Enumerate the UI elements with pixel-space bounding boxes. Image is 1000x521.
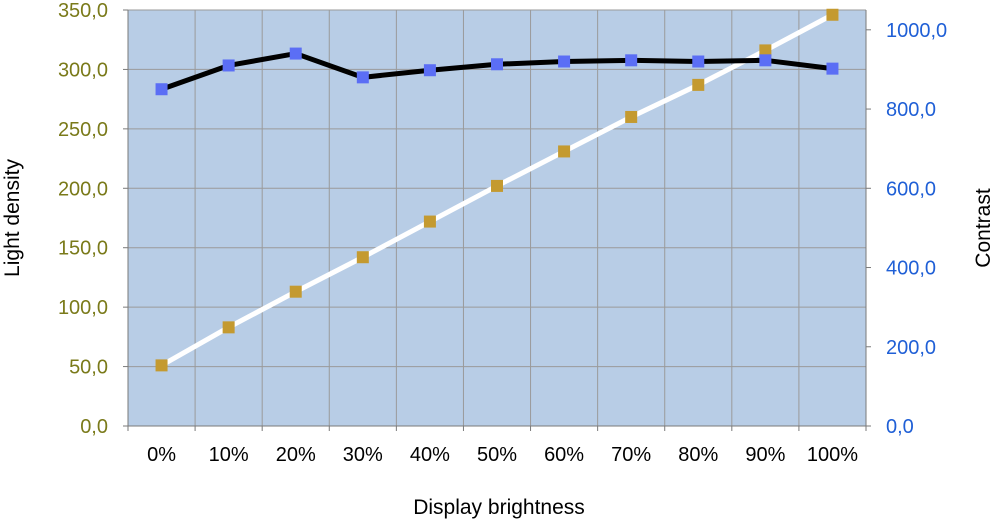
light-density-point: [759, 44, 772, 57]
plot-background: [128, 10, 866, 426]
y-right-tick-label: 0,0: [886, 416, 914, 438]
x-tick-label: 90%: [745, 444, 785, 466]
y-right-tick-label: 400,0: [886, 258, 936, 280]
x-tick-label: 30%: [343, 444, 383, 466]
x-tick-label: 60%: [544, 444, 584, 466]
series-layer: [155, 8, 839, 372]
y-left-tick-label: 0,0: [80, 416, 108, 438]
light-density-point: [222, 321, 235, 334]
x-tick-label: 70%: [611, 444, 651, 466]
y-left-tick-label: 200,0: [58, 178, 108, 200]
contrast-point: [826, 62, 839, 75]
contrast-point: [625, 54, 638, 67]
y-left-tick-label: 350,0: [58, 0, 108, 22]
light-density-point: [558, 145, 571, 158]
x-tick-label: 80%: [678, 444, 718, 466]
y-axis-label-left: Light density: [1, 159, 24, 277]
x-tick-label: 40%: [410, 444, 450, 466]
light-density-point: [289, 285, 302, 298]
y-right-tick-label: 800,0: [886, 99, 936, 121]
light-density-point: [625, 110, 638, 123]
y-left-tick-label: 300,0: [58, 59, 108, 81]
contrast-point: [356, 71, 369, 84]
light-density-point: [692, 78, 705, 91]
x-tick-label: 50%: [477, 444, 517, 466]
light-density-point: [491, 179, 503, 192]
contrast-point: [289, 47, 302, 60]
y-axis-label-right: Contrast: [972, 188, 995, 268]
y-right-tick-label: 600,0: [886, 178, 936, 200]
contrast-point: [759, 54, 772, 67]
contrast-point: [692, 55, 705, 68]
contrast-point: [558, 55, 571, 68]
contrast-point: [423, 64, 436, 77]
light-density-point: [423, 215, 436, 228]
contrast-point: [155, 83, 168, 96]
axes: [123, 9, 871, 431]
x-tick-label: 0%: [147, 444, 176, 466]
y-left-tick-label: 150,0: [58, 238, 108, 260]
light-density-point: [356, 251, 369, 264]
x-axis-label: Display brightness: [413, 496, 585, 519]
x-tick-label: 10%: [209, 444, 249, 466]
contrast-point: [491, 58, 503, 71]
light-density-point: [155, 359, 168, 372]
y-left-tick-label: 100,0: [58, 297, 108, 319]
contrast-point: [222, 59, 235, 72]
y-left-tick-label: 50,0: [69, 357, 108, 379]
y-left-tick-label: 250,0: [58, 119, 108, 141]
x-tick-label: 100%: [807, 444, 858, 466]
y-right-tick-label: 200,0: [886, 337, 936, 359]
light-density-point: [826, 8, 839, 21]
x-tick-label: 20%: [276, 444, 316, 466]
y-right-tick-label: 1000,0: [886, 20, 947, 42]
tick-labels: 0% 10% 20% 30% 40% 50% 60% 70% 80% 90% 100% 0,0 50,0…: [58, 0, 947, 466]
